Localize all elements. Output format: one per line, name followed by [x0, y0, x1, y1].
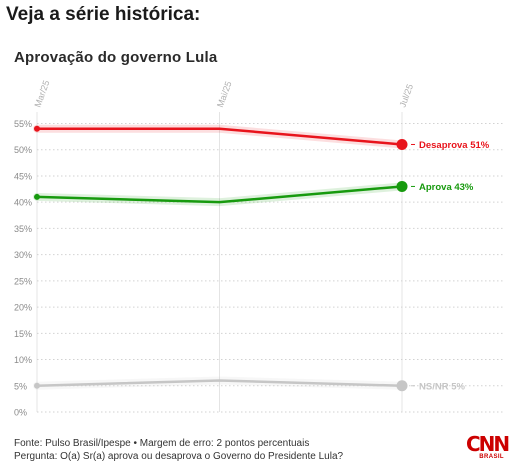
logo-subtitle: BRASIL [479, 454, 504, 460]
series-line-ns-nr [35, 379, 404, 388]
series-line-desaprova [35, 127, 404, 146]
x-tick-label: Jul/25 [397, 83, 415, 109]
end-label-desaprova: Desaprova 51% [419, 140, 490, 151]
point-marker-ns-nr [34, 382, 40, 389]
y-tick-label: 50% [14, 145, 32, 155]
y-tick-label: 55% [14, 119, 32, 129]
chart-title: Aprovação do governo Lula [14, 49, 218, 66]
x-axis-labels: Mar/25 Mai/25 Jul/25 [32, 79, 415, 109]
grid-layer [36, 112, 503, 413]
end-label-aprova: Aprova 43% [419, 182, 474, 193]
y-tick-label: 10% [14, 355, 32, 365]
end-marker-desaprova [396, 138, 408, 150]
question-note: Pergunta: O(a) Sr(a) aprova ou desaprova… [14, 451, 344, 462]
end-label-ns-nr: NS/NR 5% [419, 381, 465, 392]
page-heading: Veja a série histórica: [6, 4, 201, 25]
end-marker-ns-nr [396, 380, 408, 392]
end-marker-aprova [396, 180, 408, 192]
x-tick-label: Mar/25 [32, 79, 51, 109]
y-tick-label: 35% [14, 224, 32, 234]
chart-footer: Fonte: Pulso Brasil/Ipespe • Margem de e… [14, 437, 343, 463]
logo-mark: CNN [466, 432, 510, 456]
end-labels: Desaprova 51% Aprova 43% NS/NR 5% [411, 140, 490, 392]
y-tick-label: 15% [14, 329, 32, 339]
series-layer [33, 124, 408, 392]
cnn-brasil-logo: CNN BRASIL [466, 432, 510, 464]
y-tick-label: 0% [14, 408, 27, 418]
point-marker-desaprova [34, 125, 40, 132]
y-tick-label: 20% [14, 303, 32, 313]
y-tick-label: 5% [14, 381, 27, 391]
y-tick-label: 45% [14, 171, 32, 181]
series-line-aprova [35, 185, 404, 204]
y-tick-label: 30% [14, 250, 32, 260]
point-marker-aprova [34, 193, 40, 200]
y-tick-label: 40% [14, 198, 32, 208]
y-tick-label: 25% [14, 276, 32, 286]
x-tick-label: Mai/25 [215, 80, 234, 109]
source-note: Fonte: Pulso Brasil/Ipespe • Margem de e… [14, 438, 310, 449]
y-axis-labels: 0% 5% 10% 15% 20% 25% 30% 35% 40% 45% 50% 55% [14, 119, 32, 418]
